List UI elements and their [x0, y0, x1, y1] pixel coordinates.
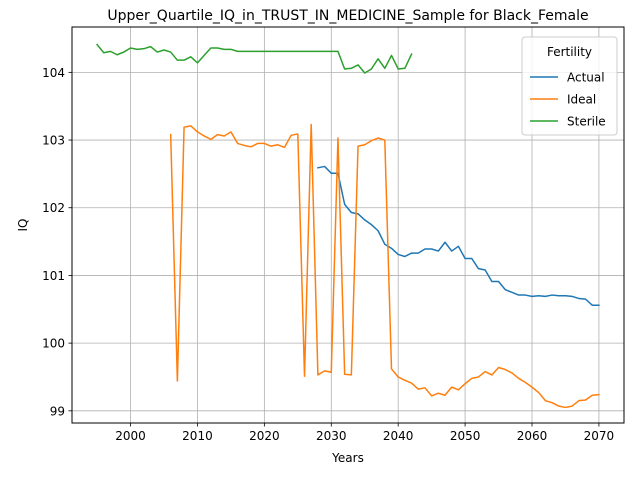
legend-box — [521, 36, 618, 136]
legend: Fertility Actual Ideal Sterile — [521, 36, 618, 136]
series-line-ideal — [169, 123, 600, 409]
chart-title: Upper_Quartile_IQ_in_TRUST_IN_MEDICINE_S… — [107, 8, 588, 24]
x-tick-label: 2010 — [182, 429, 213, 443]
series-line-actual — [317, 165, 600, 306]
x-tick-label: 2060 — [517, 429, 548, 443]
y-tick-label: 99 — [50, 404, 65, 418]
x-tick-label: 2000 — [115, 429, 146, 443]
series-lines — [96, 43, 600, 409]
legend-label-actual: Actual — [567, 71, 605, 85]
x-axis-label: Years — [331, 451, 364, 465]
x-tick-label: 2050 — [450, 429, 481, 443]
legend-label-sterile: Sterile — [567, 115, 606, 129]
series-line-sterile — [96, 43, 413, 74]
x-tick-label: 2030 — [316, 429, 347, 443]
y-tick-label: 101 — [42, 269, 65, 283]
y-tick-label: 103 — [42, 134, 65, 148]
y-tick-label: 104 — [42, 66, 65, 80]
axis-ticks: 2000 2010 2020 2030 2040 2050 2060 2070 99 100 101… — [42, 66, 614, 443]
x-tick-label: 2040 — [383, 429, 414, 443]
legend-label-ideal: Ideal — [567, 93, 596, 107]
legend-title: Fertility — [547, 45, 592, 59]
x-tick-label: 2070 — [584, 429, 615, 443]
y-tick-label: 102 — [42, 201, 65, 215]
y-tick-label: 100 — [42, 337, 65, 351]
plot-frame — [71, 26, 625, 424]
y-axis-label: IQ — [16, 219, 30, 232]
legend-items: Actual Ideal Sterile — [530, 71, 606, 129]
x-tick-label: 2020 — [249, 429, 280, 443]
